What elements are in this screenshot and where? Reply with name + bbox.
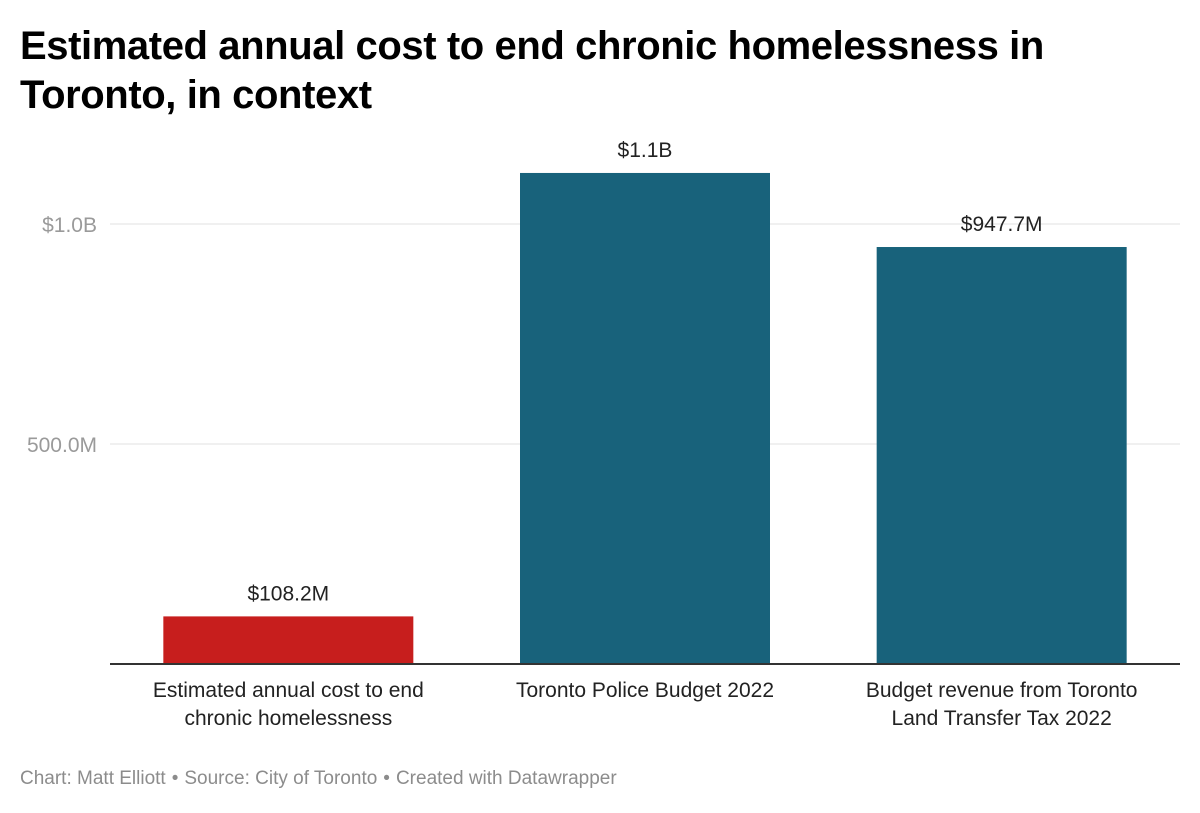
chart-credit: Chart: Matt Elliott	[20, 768, 166, 789]
category-label-line: Land Transfer Tax 2022	[892, 707, 1112, 730]
footer-separator: •	[383, 768, 390, 789]
source-credit: Source: City of Toronto	[184, 768, 378, 789]
category-label-line: Toronto Police Budget 2022	[516, 679, 774, 702]
bar-value-label: $108.2M	[247, 582, 329, 605]
category-label-line: Budget revenue from Toronto	[866, 679, 1138, 702]
bar[interactable]	[520, 172, 770, 664]
category-label-line: Estimated annual cost to end	[153, 679, 424, 702]
bar-value-label: $947.7M	[961, 213, 1043, 236]
chart-title: Estimated annual cost to end chronic hom…	[20, 24, 1044, 117]
category-label: Budget revenue from Toronto Land Transfer…	[866, 679, 1138, 730]
bar[interactable]	[876, 247, 1127, 664]
y-tick-label: 500.0M	[27, 434, 97, 457]
bar-value-label: $1.1B	[618, 139, 673, 162]
bar[interactable]	[163, 616, 414, 664]
category-label-line: chronic homelessness	[184, 707, 392, 730]
chart-footer: Chart: Matt Elliott • Source: City of Toro…	[20, 768, 617, 790]
footer-separator: •	[171, 768, 179, 789]
y-tick-label: $1.0B	[42, 214, 97, 237]
tool-credit: Created with Datawrapper	[395, 768, 617, 789]
category-label: Estimated annual cost to end chronic home…	[153, 679, 424, 730]
category-label: Toronto Police Budget 2022	[516, 679, 774, 702]
